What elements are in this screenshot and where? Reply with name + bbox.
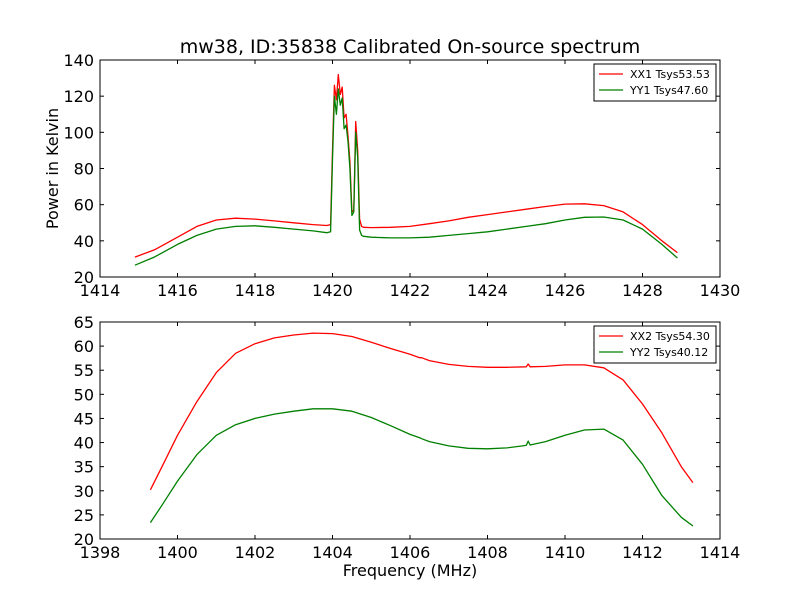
y-tick-label: 55: [74, 361, 94, 380]
y-tick-label: 40: [74, 434, 94, 453]
x-tick-label: 1414: [700, 543, 741, 562]
x-tick-label: 1398: [80, 543, 121, 562]
y-tick-label: 60: [74, 337, 94, 356]
bottom-legend: XX2 Tsys54.30 YY2 Tsys40.12: [593, 325, 717, 364]
bottom-legend-label-yy2: YY2 Tsys40.12: [629, 346, 708, 359]
x-tick-label: 1428: [622, 281, 663, 300]
bottom-ticks-group: 1398 1400 1402 1404 1406 1408 1410 1412 1414 20 25…: [74, 313, 741, 562]
y-tick-label: 20: [74, 268, 94, 287]
y-tick-label: 40: [74, 232, 94, 251]
y-tick-label: 100: [63, 123, 94, 142]
x-tick-label: 1430: [700, 281, 741, 300]
x-tick-label: 1424: [467, 281, 508, 300]
x-tick-label: 1414: [80, 281, 121, 300]
top-legend: XX1 Tsys53.53 YY1 Tsys47.60: [593, 63, 717, 102]
bottom-plot-frame: [99, 321, 721, 540]
y-tick-label: 35: [74, 458, 94, 477]
top-panel: 1414 1416 1418 1420 1422 1424 1426 1428 1430 20 40…: [43, 51, 740, 300]
top-legend-label-xx1: XX1 Tsys53.53: [630, 68, 710, 81]
x-tick-label: 1426: [545, 281, 586, 300]
x-tick-label: 1400: [157, 543, 198, 562]
y-tick-label: 25: [74, 506, 94, 525]
top-series-group: [134, 73, 678, 266]
bottom-series-group: [149, 332, 694, 527]
top-legend-box: [593, 63, 717, 102]
series-line-xx1: [134, 73, 678, 258]
top-y-axis-label: Power in Kelvin: [43, 108, 62, 229]
y-tick-label: 50: [74, 385, 94, 404]
y-tick-label: 60: [74, 196, 94, 215]
x-tick-label: 1412: [622, 543, 663, 562]
bottom-x-axis-label: Frequency (MHz): [343, 561, 477, 580]
y-tick-label: 80: [74, 160, 94, 179]
top-legend-label-yy1: YY1 Tsys47.60: [629, 84, 708, 97]
x-tick-label: 1410: [545, 543, 586, 562]
series-line-xx2: [149, 332, 694, 491]
x-tick-label: 1416: [157, 281, 198, 300]
chart-title: mw38, ID:35838 Calibrated On-source spec…: [180, 36, 641, 58]
bottom-panel: 1398 1400 1402 1404 1406 1408 1410 1412 1414 20 25…: [74, 313, 741, 580]
x-tick-label: 1422: [390, 281, 431, 300]
y-tick-label: 30: [74, 482, 94, 501]
x-tick-label: 1402: [235, 543, 276, 562]
x-tick-label: 1418: [235, 281, 276, 300]
bottom-legend-label-xx2: XX2 Tsys54.30: [630, 330, 710, 343]
y-tick-label: 120: [63, 87, 94, 106]
y-tick-label: 65: [74, 313, 94, 332]
x-tick-label: 1404: [312, 543, 353, 562]
top-plot-frame: [99, 59, 721, 278]
bottom-legend-box: [593, 325, 717, 364]
x-tick-label: 1406: [390, 543, 431, 562]
series-line-yy1: [134, 88, 678, 266]
top-ticks-group: 1414 1416 1418 1420 1422 1424 1426 1428 1430 20 40…: [63, 51, 740, 300]
x-tick-label: 1408: [467, 543, 508, 562]
y-tick-label: 20: [74, 530, 94, 549]
y-tick-label: 140: [63, 51, 94, 70]
series-line-yy2: [149, 408, 694, 527]
y-tick-label: 45: [74, 409, 94, 428]
x-tick-label: 1420: [312, 281, 353, 300]
